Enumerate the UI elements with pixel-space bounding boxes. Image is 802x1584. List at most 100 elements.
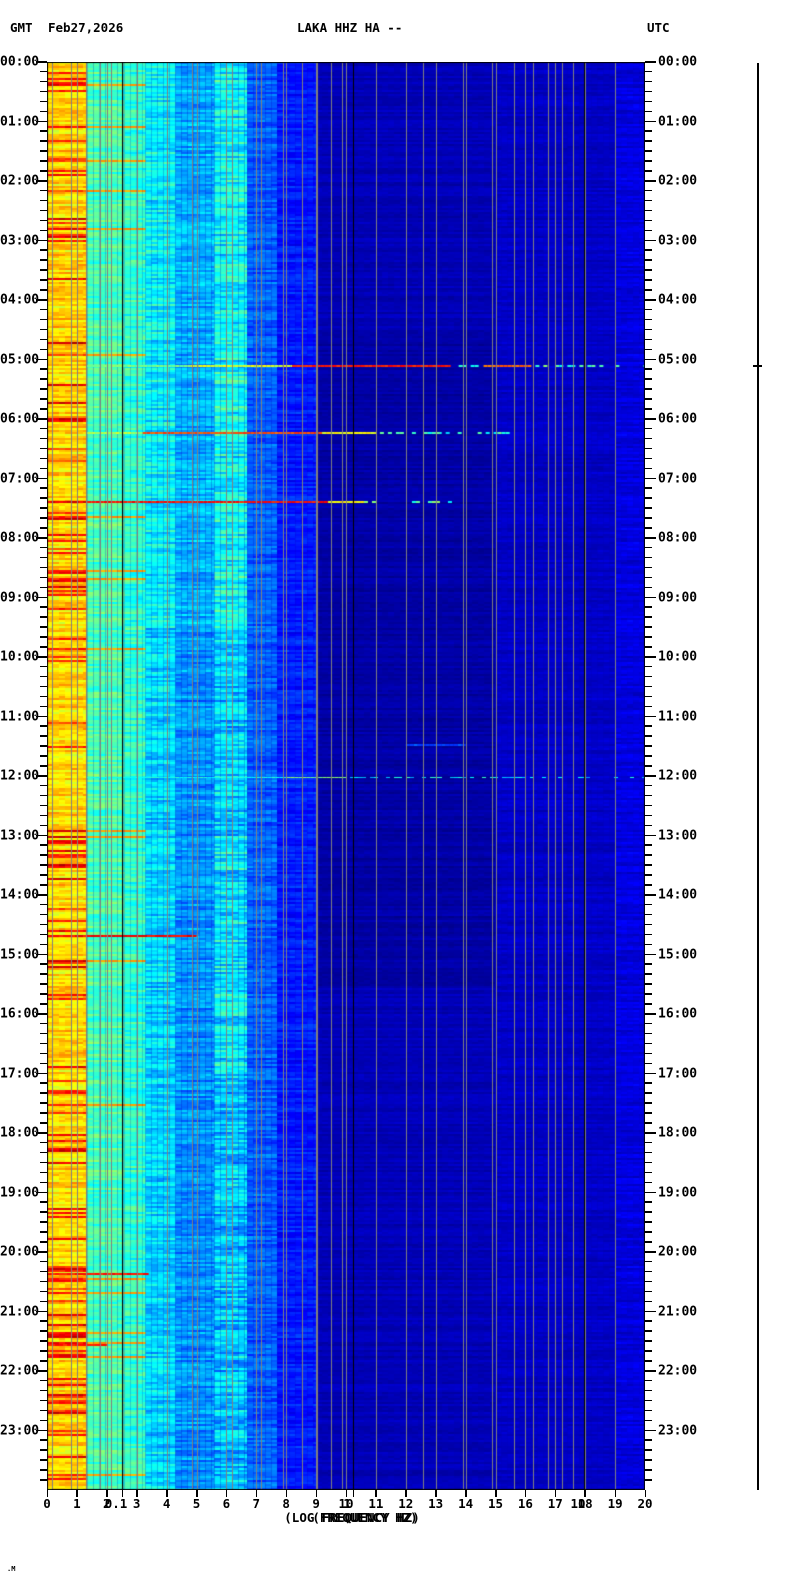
hour-tick-minor-right [645,1409,652,1412]
hour-tick-minor-right [645,903,652,906]
hour-tick-minor-left [40,1340,47,1342]
freq-tick-label: 10 [338,1496,354,1511]
hour-tick-minor-right [645,973,652,975]
hour-tick-minor-left [40,1330,47,1332]
hour-tick-minor-left [40,388,47,390]
hour-tick-major-left [36,120,47,122]
hour-label-left: 07:00 [0,471,40,486]
hour-tick-minor-right [645,1479,652,1481]
hour-tick-minor-right [645,80,652,83]
station-title: LAKA HHZ HA -- [297,20,403,35]
hour-tick-major-left [36,953,47,955]
hour-tick-minor-right [645,160,652,162]
hour-tick-major-right [645,894,656,896]
freq-tick-label: 5 [192,1496,201,1511]
freq-tick [614,1490,617,1497]
freq-tick [225,1490,228,1497]
freq-tick-label: 18 [577,1496,593,1511]
hour-tick-minor-left [40,685,47,688]
hour-tick-minor-left [40,1379,47,1382]
hour-tick-minor-left [40,1300,47,1303]
hour-tick-minor-right [645,457,652,460]
hour-tick-minor-right [645,586,652,589]
log-freq-label: 10 [570,1496,586,1511]
axis-title-log: (LOG FREQUENCY HZ) [284,1510,420,1525]
hour-tick-major-left [36,61,47,63]
freq-tick-label: 2 [103,1496,111,1511]
log-freq-label: 0.1 [104,1496,128,1511]
hour-tick-minor-left [40,765,47,767]
hour-tick-minor-right [645,864,652,866]
hour-tick-minor-left [40,1092,47,1094]
freq-tick [46,1490,48,1497]
hour-tick-minor-right [645,943,652,946]
hour-label-right: 02:00 [658,173,698,189]
hour-tick-minor-left [40,1260,47,1263]
hour-label-left: 08:00 [0,530,40,546]
hour-label-right: 05:00 [658,352,698,367]
hour-tick-minor-left [40,1231,47,1233]
hour-label-left: 19:00 [0,1185,40,1200]
hour-tick-major-left [36,715,47,717]
hour-tick-minor-right [645,1161,652,1164]
hour-tick-minor-left [40,378,47,380]
hour-tick-minor-left [40,527,47,529]
hour-tick-minor-left [40,70,47,73]
hour-tick-minor-left [40,725,47,727]
hour-tick-minor-right [645,308,652,311]
hour-tick-minor-right [645,249,652,251]
hour-tick-minor-right [645,70,652,73]
spectrogram-heatmap [47,62,645,1490]
hour-tick-minor-right [645,497,652,499]
hour-tick-major-right [645,120,656,122]
hour-tick-major-right [645,1191,656,1193]
hour-tick-minor-right [645,993,652,995]
hour-tick-minor-left [40,854,47,856]
hour-tick-minor-right [645,1350,652,1352]
hour-tick-minor-left [40,1161,47,1164]
hour-tick-major-right [645,358,656,360]
hour-tick-minor-left [40,80,47,83]
gmt-label: GMT [10,20,33,35]
hour-tick-major-right [645,1429,656,1431]
hour-tick-minor-left [40,507,47,509]
hour-tick-minor-right [645,854,652,856]
hour-tick-minor-left [40,348,47,351]
hour-tick-minor-left [40,368,47,370]
hour-tick-minor-right [645,1141,652,1144]
hour-tick-major-left [36,299,47,301]
hour-tick-minor-right [645,1201,652,1203]
hour-label-left: 14:00 [0,887,40,903]
hour-tick-major-right [645,596,656,598]
hour-tick-minor-right [645,1449,652,1451]
hour-tick-minor-right [645,437,652,440]
hour-tick-major-right [645,180,656,182]
freq-tick-label: 9 [312,1496,320,1511]
hour-label-right: 09:00 [658,590,698,605]
hour-tick-minor-left [40,1320,47,1322]
hour-tick-minor-left [40,546,47,549]
hour-tick-minor-right [645,378,652,380]
hour-label-left: 20:00 [0,1244,40,1260]
hour-tick-minor-left [40,269,47,271]
hour-tick-minor-right [645,784,652,787]
hour-tick-minor-right [645,1379,652,1382]
hour-tick-minor-left [40,616,47,618]
hour-tick-minor-right [645,1032,652,1035]
hour-tick-minor-left [40,636,47,638]
hour-tick-minor-right [645,279,652,281]
hour-tick-minor-left [40,140,47,142]
freq-tick [196,1490,198,1497]
freq-tick [375,1490,377,1497]
freq-tick-label: 8 [282,1496,290,1511]
hour-tick-minor-right [645,844,652,846]
hour-tick-major-left [36,656,47,658]
hour-tick-minor-left [40,824,47,827]
hour-tick-minor-left [40,864,47,866]
freq-tick [315,1490,318,1497]
hour-tick-major-right [645,418,656,420]
hour-tick-minor-left [40,1042,47,1045]
hour-tick-major-right [645,477,656,479]
hour-label-right: 08:00 [658,530,698,546]
